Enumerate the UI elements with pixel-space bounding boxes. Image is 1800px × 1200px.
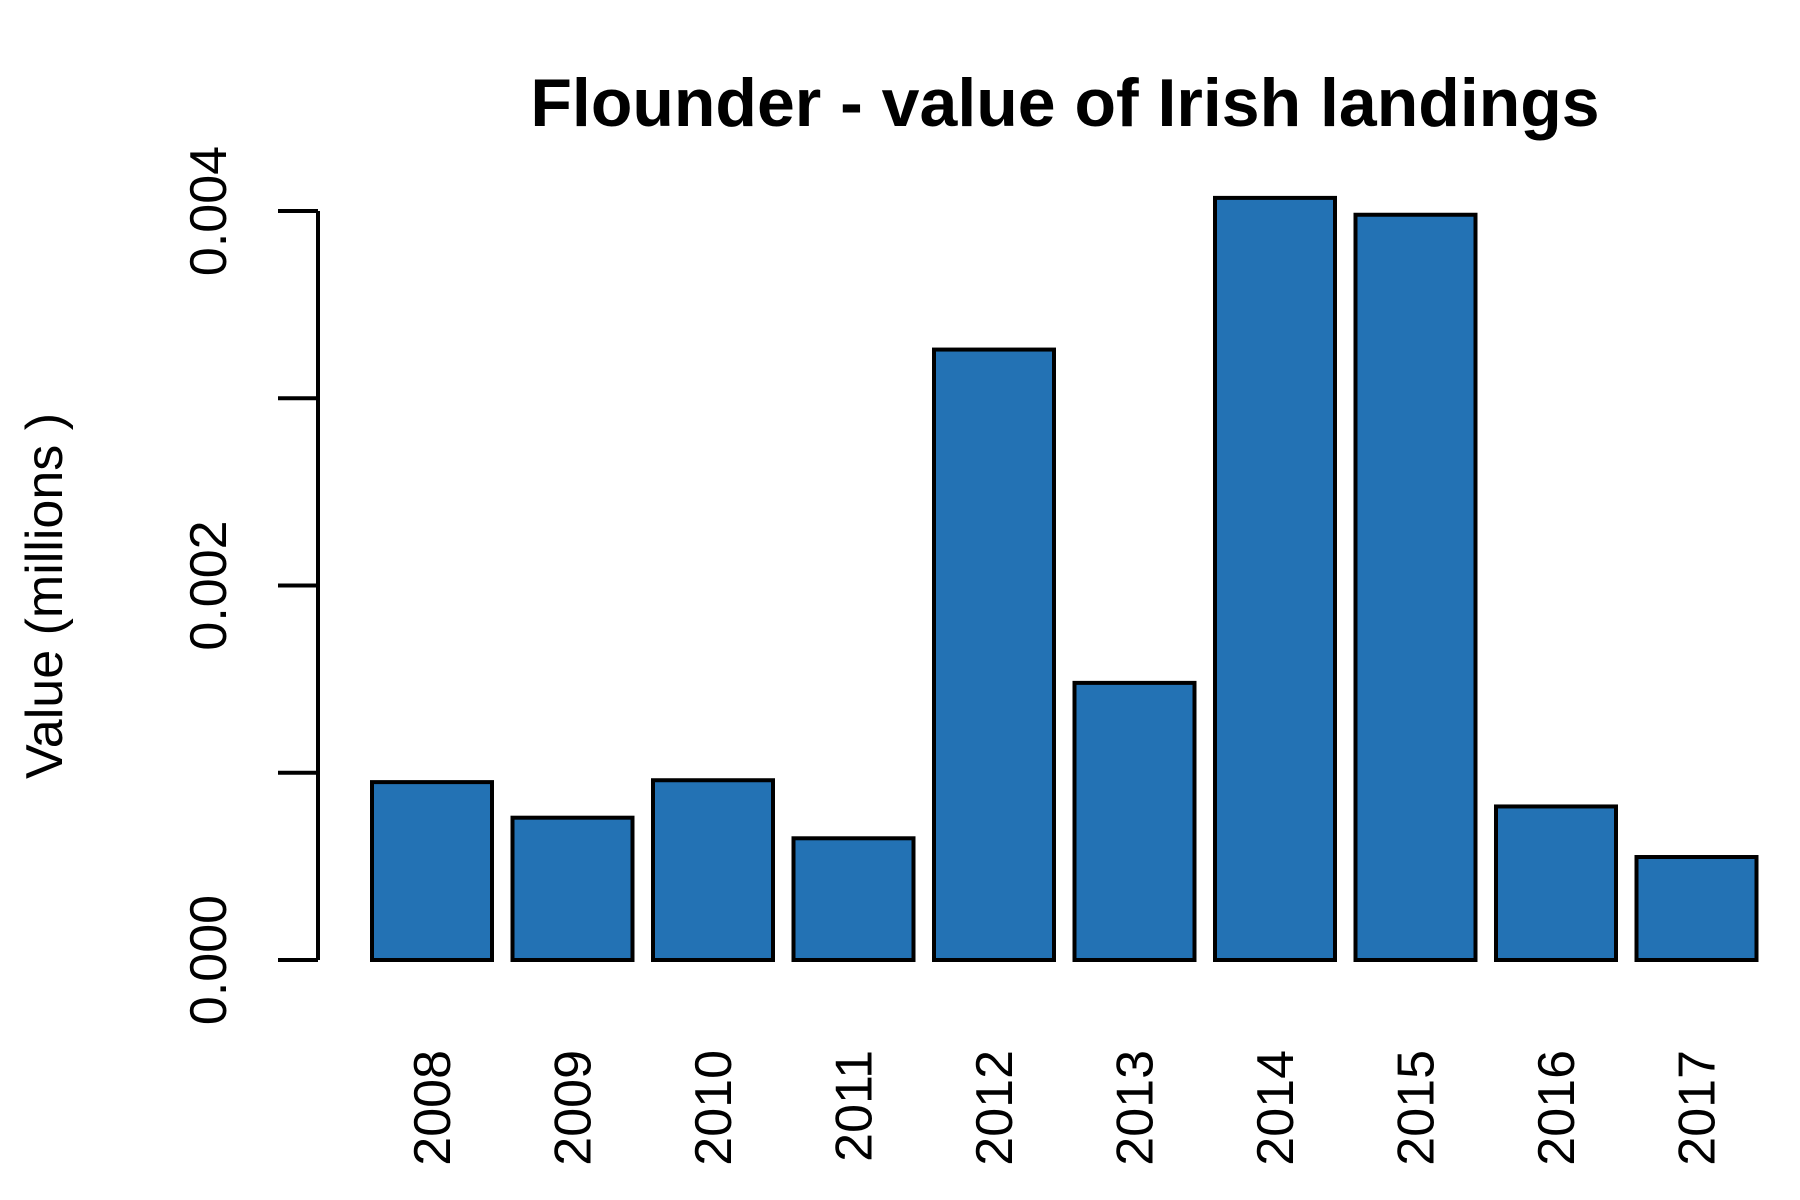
bar-2016	[1494, 804, 1618, 963]
bar-2014	[1213, 195, 1337, 962]
chart-title: Flounder - value of Irish landings	[530, 65, 1599, 141]
bar-2012	[932, 347, 1056, 962]
y-tick-label: 0.004	[180, 146, 238, 276]
bar-2009	[510, 815, 635, 962]
bar-2010	[651, 778, 775, 962]
x-tick-label: 2009	[545, 1050, 603, 1166]
bar-2011	[791, 836, 916, 962]
y-tick-label: 0.000	[180, 895, 238, 1025]
bars-group	[370, 195, 1759, 963]
y-axis-label: Value (millions )	[16, 413, 74, 779]
x-tick-label: 2008	[404, 1050, 462, 1166]
x-tick-label: 2014	[1247, 1050, 1305, 1166]
x-tick-label: 2011	[826, 1050, 884, 1162]
y-axis: 0.000 0.002 0.004	[180, 146, 320, 1025]
x-tick-label: 2015	[1388, 1050, 1446, 1166]
x-tick-labels: 2008 2009 2010 2011 2012 2013 2014 2015 2016 2017	[404, 1050, 1727, 1166]
bar-2013	[1072, 680, 1197, 962]
bar-2015	[1353, 212, 1478, 962]
x-tick-label: 2016	[1528, 1050, 1586, 1166]
x-tick-label: 2010	[685, 1050, 743, 1166]
y-tick-label: 0.002	[180, 520, 238, 650]
bar-2017	[1634, 855, 1759, 963]
x-tick-label: 2017	[1669, 1050, 1727, 1166]
bar-2008	[370, 780, 494, 962]
x-tick-label: 2012	[966, 1050, 1024, 1166]
x-tick-label: 2013	[1107, 1050, 1165, 1166]
